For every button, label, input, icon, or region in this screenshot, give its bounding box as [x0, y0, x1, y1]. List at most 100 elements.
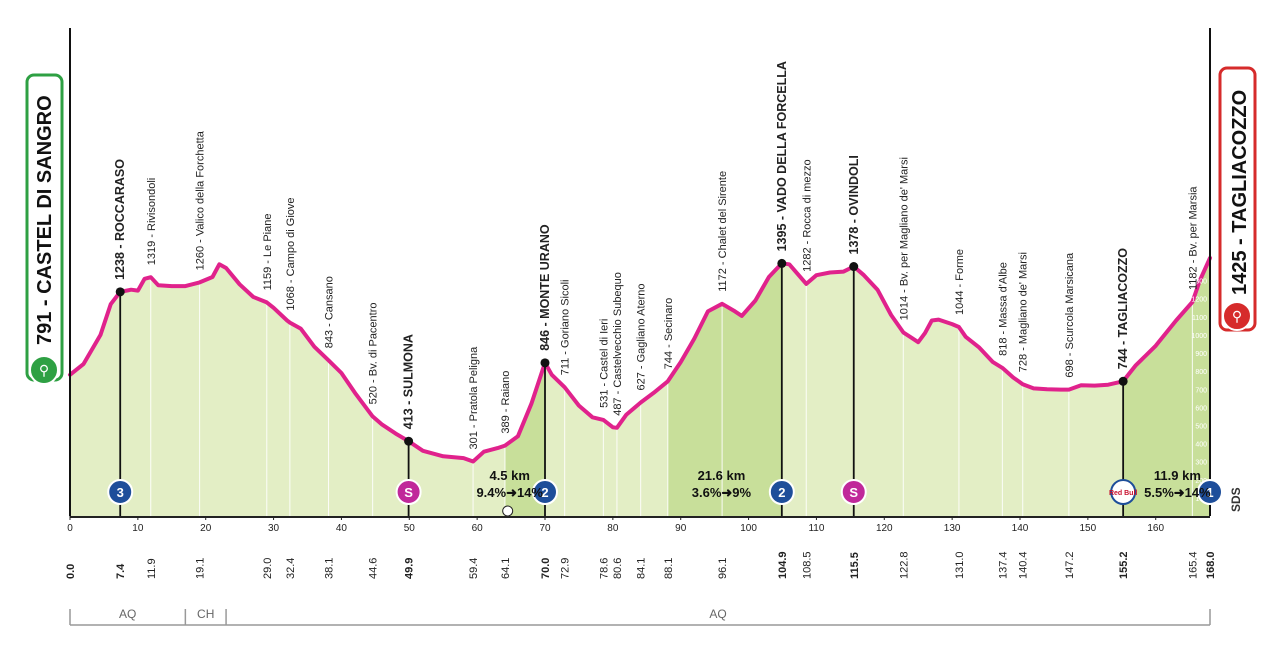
waypoint-label: 413 - SULMONA [402, 334, 416, 429]
y-tick-label: 300 [1195, 460, 1207, 467]
waypoint-label: 728 - Magliano de' Marsi [1018, 252, 1030, 372]
waypoint-km: 44.6 [368, 558, 380, 579]
waypoint-label: 1159 - Le Piane [262, 214, 274, 291]
waypoint-label: 1172 - Chalet del Sirente [717, 171, 729, 292]
waypoint-label: 531 - Castel di Ieri [598, 319, 610, 408]
x-tick-label: 0 [67, 523, 73, 534]
waypoint-km: 165.4 [1187, 551, 1199, 579]
waypoint-label: 744 - TAGLIACOZZO [1116, 248, 1130, 370]
waypoint-label: 846 - MONTE URANO [538, 224, 552, 351]
kom-badge [768, 479, 795, 505]
kom-badge-label: 2 [778, 485, 785, 500]
waypoint-km: 108.5 [801, 551, 813, 579]
waypoint-label: 1282 - Rocca di mezzo [801, 159, 813, 272]
elevation-line [68, 256, 1212, 464]
kom-badge-label: 2 [541, 485, 548, 500]
kom-badge-label: 3 [117, 485, 124, 500]
waypoint-label: 1395 - VADO DELLA FORCELLA [775, 61, 789, 251]
y-tick-label: 400 [1195, 442, 1207, 449]
y-tick-label: 500 [1195, 423, 1207, 430]
waypoint-km: 80.6 [612, 558, 624, 579]
waypoint-label: 1182 - Bv. per Marsia [1187, 186, 1199, 290]
kom-badge [532, 479, 558, 505]
climb-stats: 4.5 km 9.4%➜14% 21.6 km 3.6%➜9% 11.9 km 5.5%➜… [476, 468, 1211, 500]
x-tick-label: 40 [336, 523, 348, 534]
waypoint-km: 168.0 [1205, 551, 1217, 579]
y-axis: 1002003004005006007008009001000110012001… [1191, 279, 1207, 503]
waypoint-dot [540, 358, 550, 368]
x-tick-label: 10 [132, 523, 144, 534]
climb-length: 21.6 km [698, 468, 746, 483]
waypoint-km: 38.1 [324, 558, 336, 579]
feed-zone-icon [502, 505, 514, 517]
climb-area-fill [1123, 258, 1210, 516]
waypoint-label: 487 - Castelvecchio Subequo [612, 272, 624, 416]
bike-icon [29, 355, 59, 385]
y-tick-label: 1300 [1191, 279, 1207, 286]
climb-grade: 3.6%➜9% [692, 485, 752, 500]
waypoint-label: 1319 - Rivisondoli [146, 178, 158, 265]
waypoint-label: 1260 - Valico della Forchetta [195, 130, 207, 270]
badges: 3 S 2 2 S Red Bull 1 [107, 479, 1223, 505]
region-label: AQ [119, 607, 136, 621]
waypoint-label: 389 - Raiano [500, 371, 512, 434]
region-label: CH [197, 607, 214, 621]
waypoint-km: 78.6 [598, 558, 610, 579]
waypoint-km: 140.4 [1018, 551, 1030, 579]
waypoint-label: 711 - Goriano Sicoli [560, 280, 572, 376]
y-tick-label: 1200 [1191, 297, 1207, 304]
waypoint-km: 11.9 [146, 558, 158, 579]
region-label: AQ [709, 607, 726, 621]
finish-label: 1425 - TAGLIACOZZO [1229, 90, 1251, 295]
x-tick-label: 20 [200, 523, 212, 534]
profile-line [68, 28, 1212, 516]
y-tick-label: 200 [1195, 478, 1207, 485]
bike-icon [1222, 301, 1252, 331]
waypoint-km: 0.0 [65, 564, 77, 579]
x-tick-label: 30 [268, 523, 280, 534]
bike-icon-glyph: ⚲ [1232, 308, 1242, 324]
start-label: 791 - CASTEL DI SANGRO [34, 95, 56, 345]
waypoint-label: 301 - Pratola Peligna [468, 346, 480, 450]
waypoint-km: 29.0 [262, 558, 274, 579]
waypoint-dot [777, 258, 787, 268]
waypoint-label: 818 - Massa d'Albe [997, 262, 1009, 356]
x-axis: 0 10 20 30 40 50 60 70 80 90 100 110 120 130 140 150 160 [67, 516, 1210, 534]
kom-badge [107, 479, 134, 505]
profile-area-fill [70, 258, 1210, 516]
waypoint-km: 7.4 [115, 563, 127, 579]
x-tick-label: 130 [944, 523, 961, 534]
climb-length: 11.9 km [1154, 468, 1201, 483]
x-tick-label: 110 [808, 523, 824, 534]
climb-area-fill [667, 263, 782, 516]
waypoint-km: 104.9 [777, 551, 789, 579]
waypoint-dot [1118, 376, 1128, 386]
waypoint-km: 88.1 [663, 558, 675, 579]
x-tick-label: 120 [876, 523, 893, 534]
waypoint-km: 59.4 [468, 558, 480, 579]
waypoint-dot [115, 287, 125, 297]
kom-badge [1197, 479, 1223, 505]
sprint-badge-label: S [404, 485, 413, 500]
waypoint-label: 744 - Secinaro [663, 298, 675, 370]
waypoint-km: 84.1 [636, 558, 648, 579]
waypoint-km: 96.1 [717, 558, 729, 579]
sprint-badge [840, 479, 867, 505]
sprint-badge [395, 479, 422, 505]
waypoint-km: 147.2 [1064, 551, 1076, 579]
sprint-badge-label: S [849, 485, 858, 500]
waypoints: 0.0 7.4 1238 - ROCCARASO 11.9 1319 - Rivison… [65, 61, 1217, 579]
waypoint-label: 627 - Gagliano Aterno [636, 283, 648, 390]
x-tick-label: 80 [607, 523, 619, 534]
y-tick-label: 700 [1195, 387, 1207, 394]
kom-badge-label: 1 [1206, 485, 1213, 500]
bike-icon-glyph: ⚲ [39, 362, 49, 378]
waypoint-label: 1014 - Bv. per Magliano de' Marsi [898, 157, 910, 320]
y-tick-label: 1000 [1191, 333, 1207, 340]
y-tick-label: 900 [1195, 351, 1207, 358]
waypoint-dot [849, 262, 859, 272]
x-tick-label: 90 [675, 523, 687, 534]
redbull-badge-label: Red Bull [1109, 490, 1137, 497]
waypoint-km: 131.0 [954, 551, 966, 579]
